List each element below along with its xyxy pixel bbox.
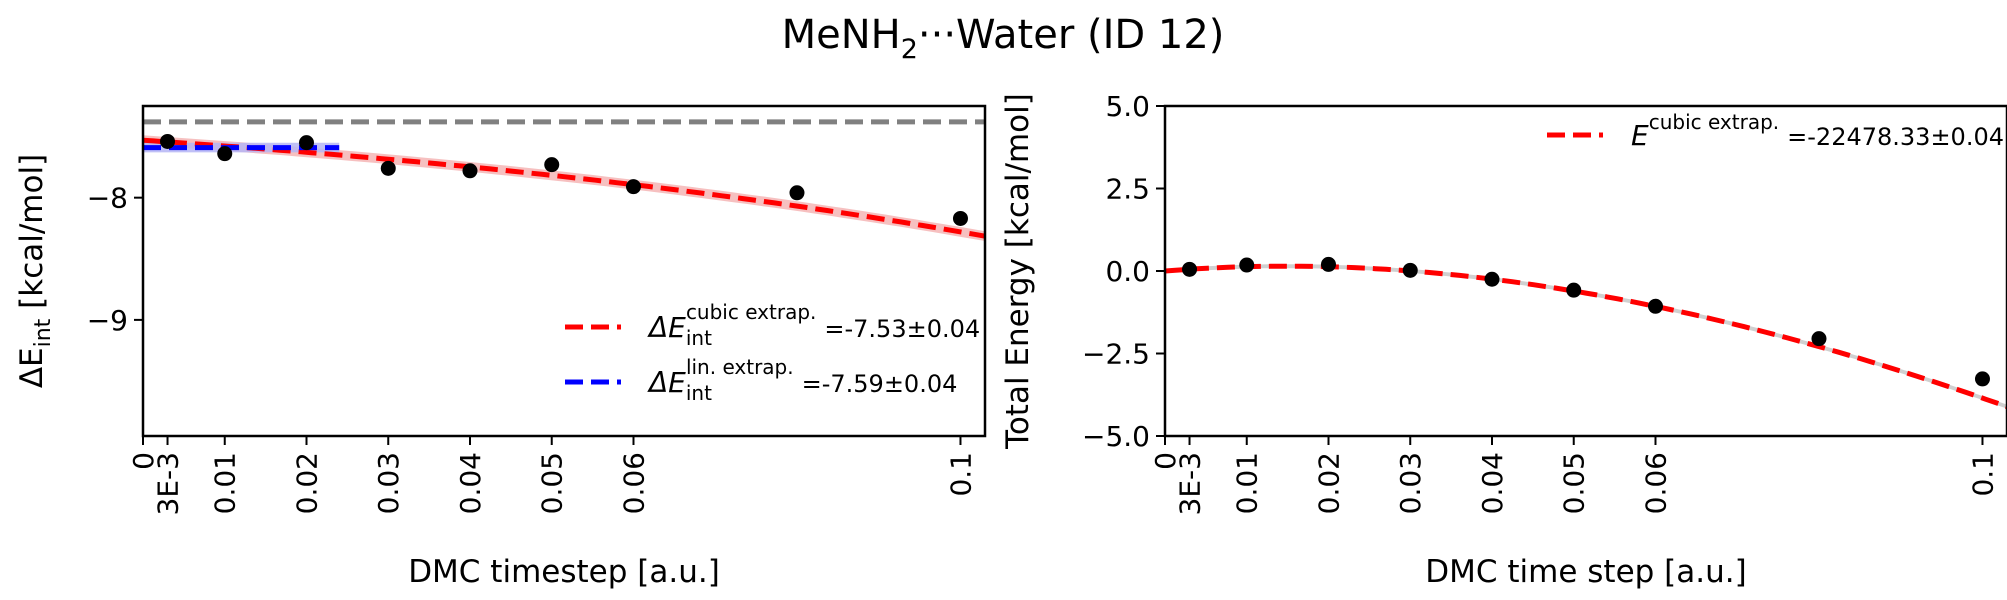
plot-area [143,119,985,241]
x-tick-label: 0.03 [1394,452,1427,514]
y-axis-label-subscript: int [31,318,56,347]
y-axis-label: ΔEint [kcal/mol] [14,154,56,388]
legend-symbol: E [1631,119,1649,152]
data-point [298,135,314,151]
figure-title-main: MeNH [782,12,901,58]
legend-symbol: ΔE [647,366,686,399]
plot-frame [1163,104,2007,438]
plot-frame [141,104,987,438]
figure-title-subscript: 2 [901,34,918,65]
data-point [1239,257,1255,273]
legend-superscript: cubic extrap. [1649,110,1779,134]
x-tick-label: 0.03 [372,452,405,514]
y-tick-label: −9 [87,304,128,337]
x-tick-label: 0.1 [944,452,977,497]
x-tick-label: 0.02 [1312,452,1345,514]
interaction-energy-panel: 03E-3 0.01 0.02 0.03 0.04 0.05 0.06 0.1 −8 −9 DMC … [14,104,987,590]
x-tick-label: 0 [1149,452,1182,470]
x-tick-label: 0.04 [454,452,487,514]
fit-line-cubic [1165,263,2007,409]
data-point [544,157,560,173]
data-point [1811,331,1827,347]
y-tick-label: 5.0 [1105,90,1150,123]
data-point [160,133,176,149]
figure-title-rest: ···Water (ID 12) [918,12,1225,58]
x-tick-label: 0.1 [1966,452,1999,497]
figure-title: MeNH2···Water (ID 12) [782,12,1225,65]
x-axis-label: DMC time step [a.u.] [1425,554,1746,590]
data-point [462,163,478,179]
x-axis-label: DMC timestep [a.u.] [408,554,720,590]
data-point [1647,298,1663,314]
legend-label: ΔEintlin. extrap. =-7.59±0.04 [647,355,957,405]
legend-superscript: lin. extrap. [686,355,794,379]
x-tick-label: 0.04 [1476,452,1509,514]
x-tick-label: 0.05 [1558,452,1591,514]
x-tick-label: 0.06 [1639,452,1672,514]
legend-value: =-22478.33±0.04 [1787,123,2004,151]
x-tick-label: 3E-3 [152,452,185,515]
y-axis-label-main: Total Energy [kcal/mol] [1000,93,1036,450]
x-tick-label: 0.06 [617,452,650,514]
y-tick-label: 2.5 [1105,173,1150,206]
plot-area [1165,256,2007,409]
fit-uncertainty-band-cubic [1165,264,2007,409]
fit-line-cubic [143,137,985,239]
data-point [952,210,968,226]
legend-subscript: int [686,381,712,405]
legend-label: Ecubic extrap. =-22478.33±0.04 [1631,110,2004,152]
y-tick-label: 0.0 [1105,255,1150,288]
data-point [1320,256,1336,272]
y-tick-label: −2.5 [1082,338,1150,371]
legend-label: ΔEintcubic extrap. =-7.53±0.04 [647,300,980,350]
x-tick-label: 0.02 [290,452,323,514]
data-point [1402,262,1418,278]
data-point [789,185,805,201]
y-axis-label: Total Energy [kcal/mol] [1000,93,1036,450]
y-tick-label: −8 [87,182,128,215]
legend-value: =-7.53±0.04 [824,315,980,343]
legend-subscript: int [686,326,712,350]
data-point [1484,271,1500,287]
data-point [1974,371,1990,387]
legend-value: =-7.59±0.04 [802,370,958,398]
x-tick-label: 0.01 [1231,452,1264,514]
data-point [1182,261,1198,277]
legend-symbol: ΔE [647,311,686,344]
data-point [1566,282,1582,298]
y-axis-label-unit: [kcal/mol] [14,154,50,319]
x-tick-label: 3E-3 [1174,452,1207,515]
data-point [380,160,396,176]
y-axis-label-main: ΔE [14,347,50,388]
total-energy-panel: 03E-3 0.01 0.02 0.03 0.04 0.05 0.06 0.1 5.0 2.5 0.… [1000,90,2007,590]
data-point [625,179,641,195]
legend-superscript: cubic extrap. [686,300,816,324]
x-tick-label: 0 [127,452,160,470]
x-tick-label: 0.05 [536,452,569,514]
y-tick-label: −5.0 [1082,420,1150,453]
x-tick-label: 0.01 [209,452,242,514]
data-point [217,146,233,162]
